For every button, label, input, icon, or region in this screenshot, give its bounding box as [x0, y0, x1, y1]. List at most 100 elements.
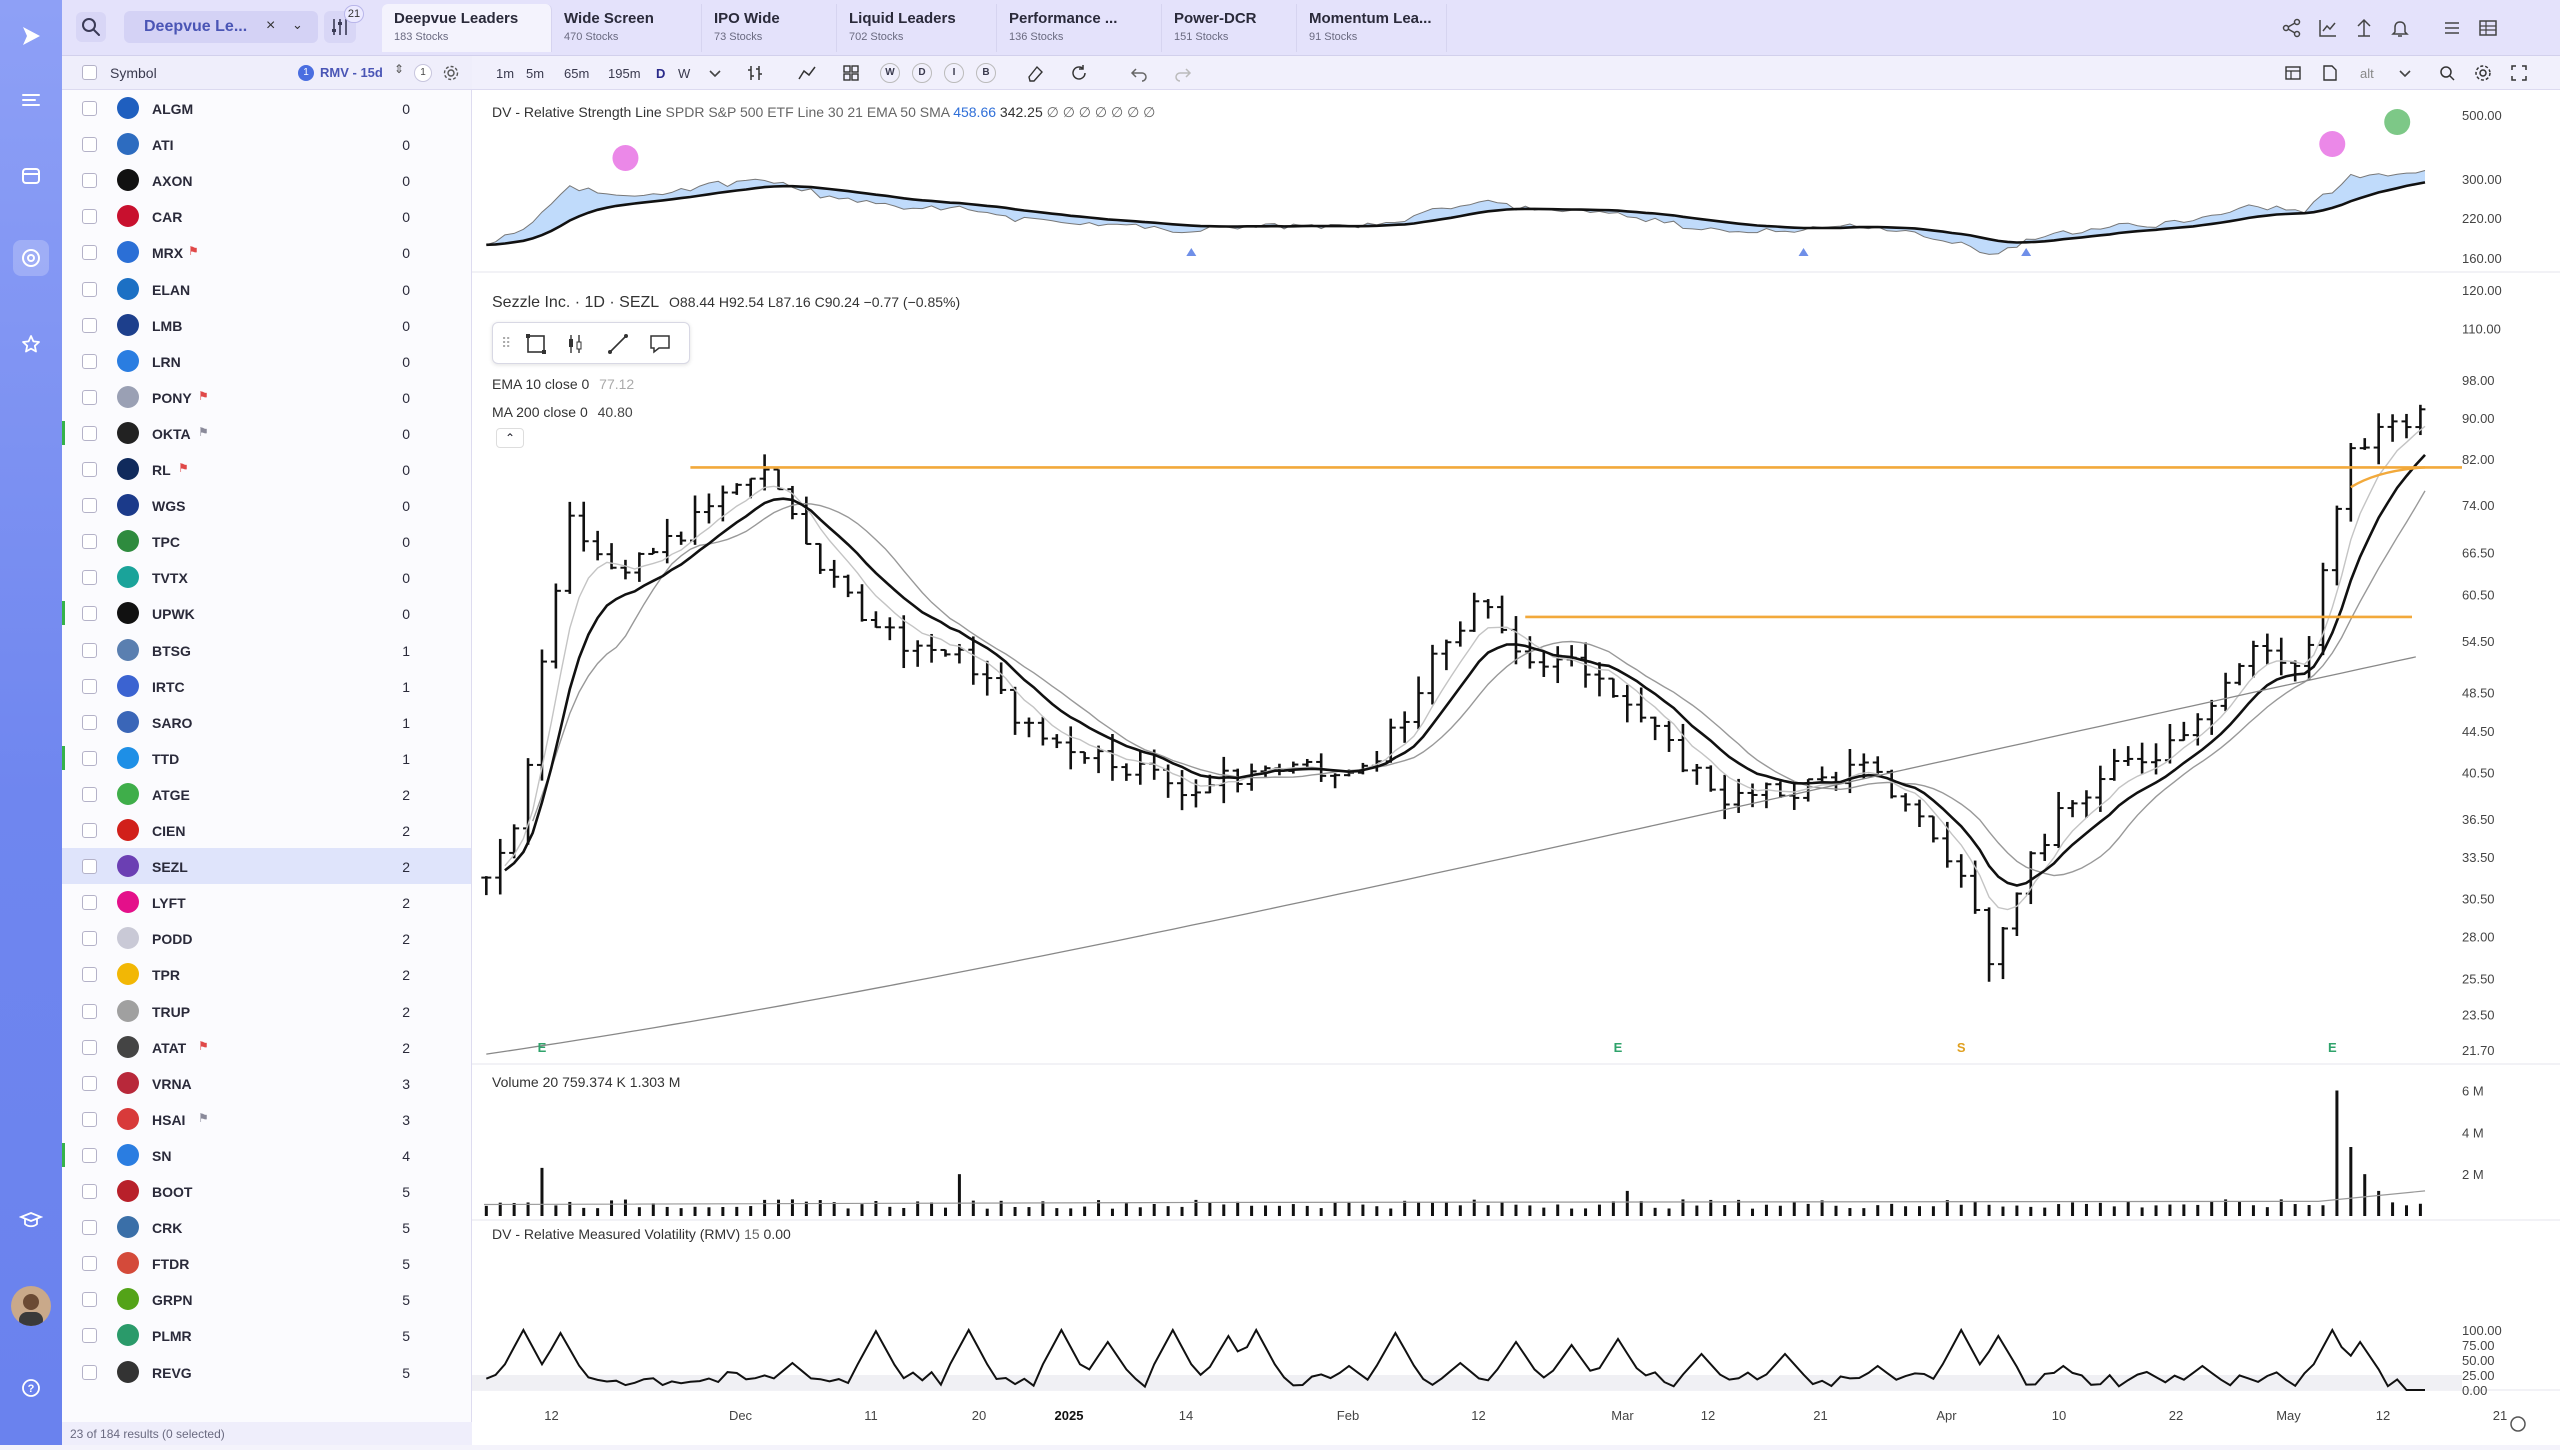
watchlist-row[interactable]: LRN 0: [62, 343, 471, 379]
row-checkbox[interactable]: [82, 895, 97, 911]
row-checkbox[interactable]: [82, 1111, 97, 1127]
fullscreen-icon[interactable]: [2508, 62, 2530, 84]
watchlist-row[interactable]: SN 4: [62, 1137, 471, 1173]
watchlist-row[interactable]: CAR 0: [62, 198, 471, 234]
filter-button[interactable]: 21: [324, 5, 364, 43]
watchlist-row[interactable]: PLMR 5: [62, 1317, 471, 1353]
layout-dropdown-icon[interactable]: [2394, 62, 2416, 84]
symbol-title[interactable]: Sezzle Inc. · 1D · SEZL: [492, 294, 659, 311]
watchlist-row[interactable]: CRK 5: [62, 1209, 471, 1245]
row-checkbox[interactable]: [82, 786, 97, 802]
row-checkbox[interactable]: [82, 931, 97, 947]
tab-liquid-leaders[interactable]: Liquid Leaders 702 Stocks: [837, 4, 997, 52]
toggle-w-button[interactable]: W: [880, 63, 900, 83]
row-checkbox[interactable]: [82, 353, 97, 369]
tab-ipo-wide[interactable]: IPO Wide 73 Stocks: [702, 4, 837, 52]
ticker-symbol[interactable]: CIEN: [152, 823, 186, 839]
note-tool-icon[interactable]: [647, 331, 673, 357]
row-checkbox[interactable]: [82, 317, 97, 333]
row-checkbox[interactable]: [82, 714, 97, 730]
bar-style-icon[interactable]: [744, 62, 766, 84]
flag-icon[interactable]: ⚑: [178, 461, 189, 475]
watchlist-row[interactable]: LYFT 2: [62, 884, 471, 920]
timeframe-195m-button[interactable]: 195m: [608, 66, 641, 81]
ticker-symbol[interactable]: SEZL: [152, 859, 188, 876]
sort-arrows-icon[interactable]: ⇕: [394, 62, 405, 76]
watchlist-row[interactable]: ALGM 0: [62, 90, 471, 126]
timeframe-d-button[interactable]: D: [656, 66, 666, 81]
bell-icon[interactable]: [2388, 16, 2412, 40]
layout-name[interactable]: alt: [2360, 66, 2374, 81]
trendline-tool-icon[interactable]: [605, 331, 631, 357]
compare-icon[interactable]: [2352, 16, 2376, 40]
row-checkbox[interactable]: [82, 101, 97, 116]
row-checkbox[interactable]: [82, 1256, 97, 1272]
ticker-symbol[interactable]: ATGE: [152, 786, 190, 803]
ticker-symbol[interactable]: PODD: [152, 931, 193, 948]
save-layout-icon[interactable]: [2318, 62, 2340, 84]
row-checkbox[interactable]: [82, 425, 97, 441]
watchlist-row[interactable]: IRTC 1: [62, 668, 471, 704]
row-checkbox[interactable]: [82, 173, 97, 189]
ticker-symbol[interactable]: TRUP: [152, 1003, 191, 1020]
clear-icon[interactable]: ×: [266, 17, 276, 34]
drag-handle-icon[interactable]: ⠿: [501, 335, 512, 351]
toggle-d-button[interactable]: D: [912, 63, 932, 83]
help-icon[interactable]: ?: [13, 1370, 49, 1406]
ticker-symbol[interactable]: WGS: [152, 498, 186, 515]
ticker-symbol[interactable]: LYFT: [152, 895, 186, 912]
row-checkbox[interactable]: [82, 1075, 97, 1091]
watchlist-row[interactable]: PODD 2: [62, 920, 471, 956]
ticker-symbol[interactable]: ELAN: [152, 281, 191, 298]
watchlist-selector[interactable]: Deepvue Le... × ⌄: [124, 11, 318, 43]
undo-icon[interactable]: [1128, 62, 1150, 84]
row-checkbox[interactable]: [82, 1220, 97, 1236]
eraser-icon[interactable]: [1024, 62, 1046, 84]
row-checkbox[interactable]: [82, 570, 97, 586]
watchlist-row[interactable]: ELAN 0: [62, 271, 471, 307]
favorites-icon[interactable]: [13, 326, 49, 362]
chart-canvas[interactable]: 120.00110.0098.0090.0082.0074.0066.5060.…: [472, 90, 2560, 1445]
ticker-symbol[interactable]: HSAI: [152, 1111, 186, 1128]
collapse-legend-button[interactable]: ⌃: [496, 428, 524, 448]
tab-deepvue-leaders[interactable]: Deepvue Leaders 183 Stocks: [382, 4, 552, 52]
row-checkbox[interactable]: [82, 389, 97, 405]
ticker-symbol[interactable]: UPWK: [152, 606, 195, 623]
timeframe-5m-button[interactable]: 5m: [526, 66, 545, 81]
ticker-symbol[interactable]: SARO: [152, 714, 193, 731]
row-checkbox[interactable]: [82, 534, 97, 550]
row-checkbox[interactable]: [82, 1003, 97, 1019]
zoom-icon[interactable]: [2436, 62, 2458, 84]
row-checkbox[interactable]: [82, 1364, 97, 1380]
toggle-i-button[interactable]: I: [944, 63, 964, 83]
row-checkbox[interactable]: [82, 281, 97, 297]
row-checkbox[interactable]: [82, 1184, 97, 1199]
rectangle-tool-icon[interactable]: [523, 331, 549, 357]
timeframe-1m-button[interactable]: 1m: [496, 66, 515, 81]
watchlist-row[interactable]: ATAT ⚑ 2: [62, 1029, 471, 1065]
ticker-symbol[interactable]: MRX: [152, 245, 184, 262]
ticker-symbol[interactable]: FTDR: [152, 1256, 190, 1273]
ticker-symbol[interactable]: ATAT: [152, 1039, 187, 1056]
watchlist-row[interactable]: WGS 0: [62, 487, 471, 523]
watchlist-row[interactable]: CIEN 2: [62, 812, 471, 848]
select-all-checkbox[interactable]: [82, 65, 97, 80]
ticker-symbol[interactable]: PLMR: [152, 1328, 192, 1345]
ticker-symbol[interactable]: CAR: [152, 209, 183, 226]
chevron-down-icon[interactable]: ⌄: [292, 17, 303, 32]
flag-icon[interactable]: ⚑: [198, 1110, 209, 1125]
row-checkbox[interactable]: [82, 1292, 97, 1308]
row-checkbox[interactable]: [82, 678, 97, 694]
tab-wide-screen[interactable]: Wide Screen 470 Stocks: [552, 4, 702, 52]
watchlist-row[interactable]: LMB 0: [62, 307, 471, 343]
watchlist-row[interactable]: BTSG 1: [62, 632, 471, 668]
ticker-symbol[interactable]: REVG: [152, 1364, 192, 1381]
row-checkbox[interactable]: [82, 967, 97, 983]
grid-view-icon[interactable]: [2476, 16, 2500, 40]
row-checkbox[interactable]: [82, 245, 97, 261]
watchlist-row[interactable]: ATGE 2: [62, 776, 471, 812]
tab-power-dcr[interactable]: Power-DCR 151 Stocks: [1162, 4, 1297, 52]
list-view-icon[interactable]: [2440, 16, 2464, 40]
chart-settings-gear-icon[interactable]: [2510, 1416, 2526, 1432]
line-chart-icon[interactable]: [2316, 16, 2340, 40]
